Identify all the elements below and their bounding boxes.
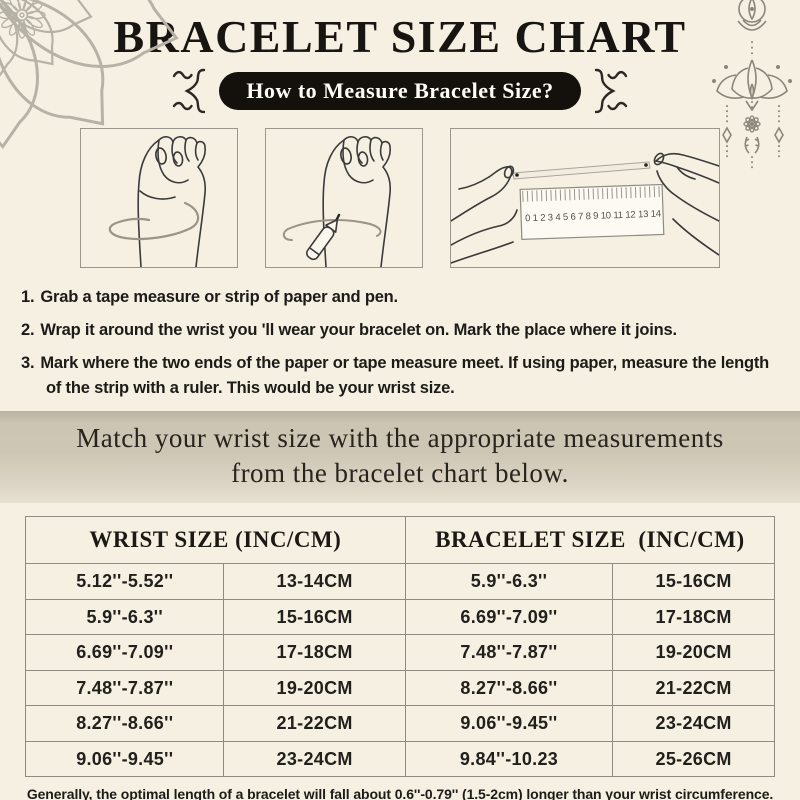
bracelet-inch-cell: 9.06''-9.45'' xyxy=(404,705,614,742)
bracelet-inch-cell: 8.27''-8.66'' xyxy=(404,669,614,707)
footnote: Generally, the optimal length of a brace… xyxy=(26,786,774,800)
table-row: 8.27''-8.66'' 21-22CM 9.06''-9.45'' 23-2… xyxy=(24,705,775,742)
bracelet-cm-cell: 23-24CM xyxy=(612,705,775,742)
wrist-inch-cell: 6.69''-7.09'' xyxy=(24,634,225,671)
step-1-number: 1. xyxy=(21,288,35,307)
page-title: BRACELET SIZE CHART xyxy=(113,11,687,62)
bracelet-cm-cell: 25-26CM xyxy=(612,740,775,778)
bracelet-inch-cell: 6.69''-7.09'' xyxy=(404,598,614,636)
measure-steps: 1. Grab a tape measure or strip of paper … xyxy=(21,285,779,400)
section-badge: How to Measure Bracelet Size? xyxy=(219,72,581,111)
bracelet-inch-cell: 9.84''-10.23 xyxy=(404,740,614,778)
match-size-banner: Match your wrist size with the appropria… xyxy=(0,411,800,504)
step-2-text: Wrap it around the wrist you 'll wear yo… xyxy=(40,321,677,340)
wrist-cm-cell: 15-16CM xyxy=(223,598,406,636)
wrist-inch-cell: 9.06''-9.45'' xyxy=(24,740,225,778)
table-row: 7.48''-7.87'' 19-20CM 8.27''-8.66'' 21-2… xyxy=(24,669,775,707)
banner-line-1: Match your wrist size with the appropria… xyxy=(76,423,724,454)
wrist-cm-cell: 23-24CM xyxy=(223,740,406,778)
table-row: 5.9''-6.3'' 15-16CM 6.69''-7.09'' 17-18C… xyxy=(24,598,775,636)
table-header-row: WRIST SIZE (INC/CM) BRACELET SIZE (INC/C… xyxy=(25,516,776,565)
paper-strip xyxy=(512,161,651,180)
wrist-size-header: WRIST SIZE (INC/CM) xyxy=(25,516,406,565)
illustration-ruler-measure: 0 1 2 3 4 5 6 7 8 9 10 11 12 13 14 xyxy=(450,128,720,269)
step-1: 1. Grab a tape measure or strip of paper … xyxy=(21,285,779,310)
table-row: 5.12''-5.52'' 13-14CM 5.9''-6.3'' 15-16C… xyxy=(24,563,775,600)
step-2-number: 2. xyxy=(21,321,35,340)
bracelet-size-header: BRACELET SIZE (INC/CM) xyxy=(404,516,776,565)
wrist-cm-cell: 19-20CM xyxy=(223,669,406,707)
step-2: 2. Wrap it around the wrist you 'll wear … xyxy=(21,318,779,343)
bracelet-cm-cell: 19-20CM xyxy=(612,634,775,671)
table-row: 9.06''-9.45'' 23-24CM 9.84''-10.23 25-26… xyxy=(24,740,775,778)
step-1-text: Grab a tape measure or strip of paper an… xyxy=(40,288,398,307)
ruler-numbers: 0 1 2 3 4 5 6 7 8 9 10 11 12 13 14 xyxy=(525,209,661,225)
wrist-inch-cell: 5.12''-5.52'' xyxy=(24,563,225,600)
table-row: 6.69''-7.09'' 17-18CM 7.48''-7.87'' 19-2… xyxy=(24,634,775,671)
bracelet-inch-cell: 5.9''-6.3'' xyxy=(404,563,614,600)
step-3: 3. Mark where the two ends of the paper o… xyxy=(21,351,779,401)
bracelet-cm-cell: 15-16CM xyxy=(612,563,775,600)
flourish-right-icon xyxy=(594,69,627,114)
bracelet-cm-cell: 17-18CM xyxy=(612,598,775,636)
banner-line-2: from the bracelet chart below. xyxy=(231,458,569,489)
wrist-cm-cell: 13-14CM xyxy=(223,563,406,600)
bracelet-inch-cell: 7.48''-7.87'' xyxy=(404,634,614,671)
wrist-inch-cell: 7.48''-7.87'' xyxy=(24,669,225,707)
step-3-number: 3. xyxy=(21,353,35,372)
illustration-wrap-wrist xyxy=(80,128,238,269)
flourish-left-icon xyxy=(173,69,206,114)
wrist-cm-cell: 21-22CM xyxy=(223,705,406,742)
bracelet-cm-cell: 21-22CM xyxy=(612,669,775,707)
section-badge-row: How to Measure Bracelet Size? xyxy=(0,68,800,114)
how-to-illustrations: 0 1 2 3 4 5 6 7 8 9 10 11 12 13 14 xyxy=(0,128,800,269)
wrist-inch-cell: 8.27''-8.66'' xyxy=(24,705,225,742)
step-3-text: Mark where the two ends of the paper or … xyxy=(40,353,770,397)
wrist-inch-cell: 5.9''-6.3'' xyxy=(24,598,225,636)
size-conversion-table: WRIST SIZE (INC/CM) BRACELET SIZE (INC/C… xyxy=(24,516,776,778)
illustration-mark-join xyxy=(265,128,423,269)
wrist-cm-cell: 17-18CM xyxy=(223,634,406,671)
